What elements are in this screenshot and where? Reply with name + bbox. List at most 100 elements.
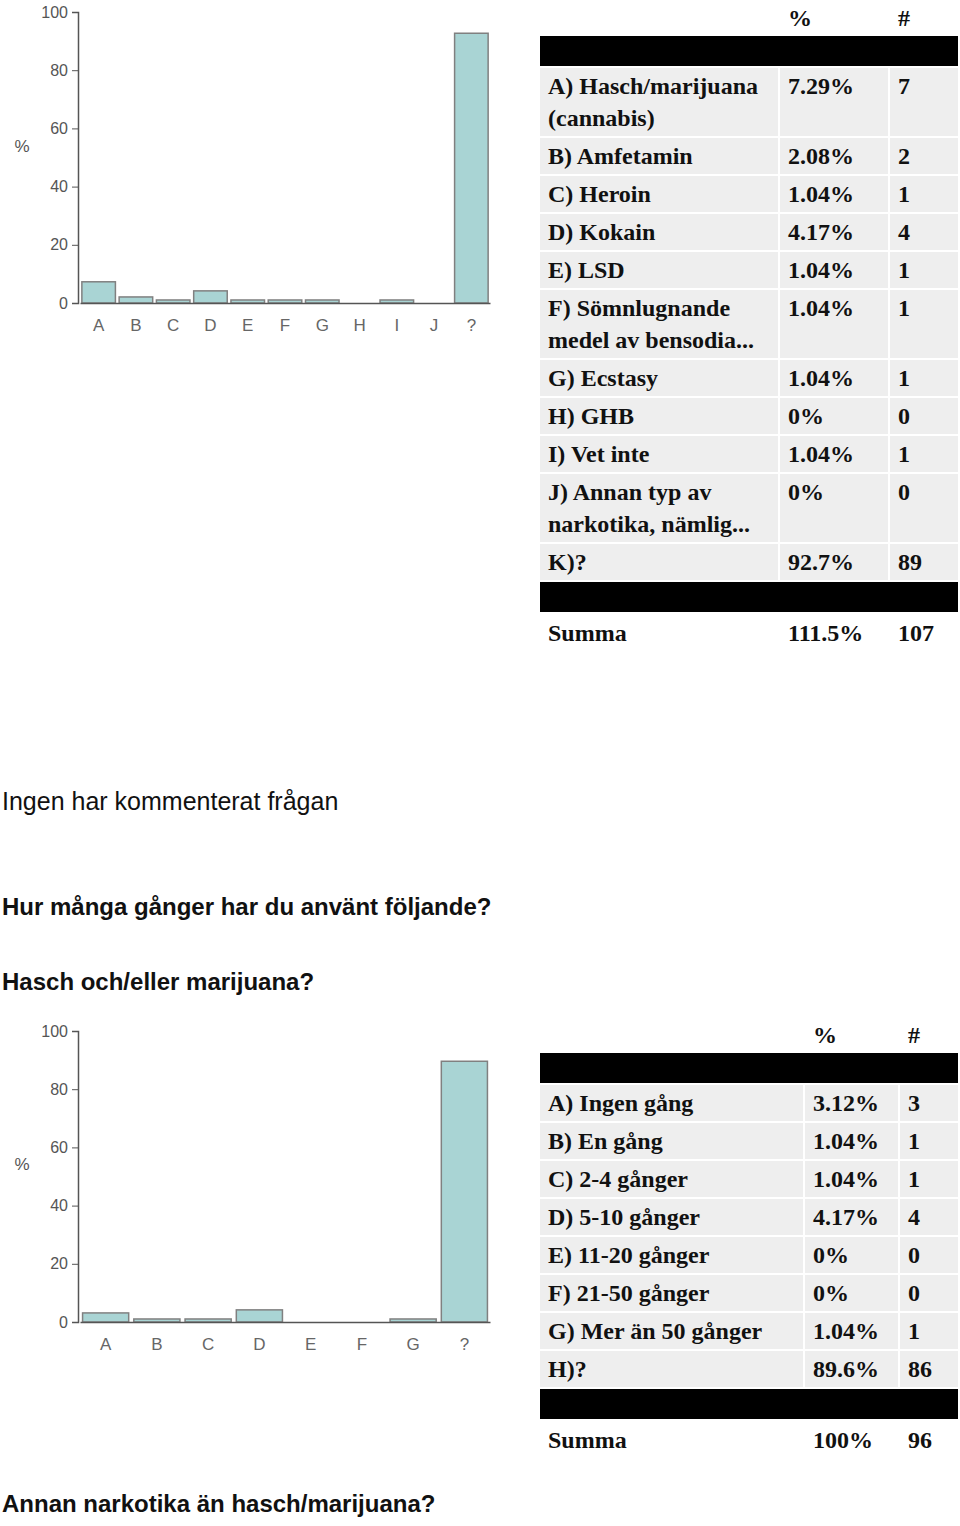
- total-cell: 111.5%: [779, 613, 889, 653]
- table-row: J) Annan typ av narkotika, nämlig...0%0: [539, 473, 959, 543]
- bar: [455, 33, 489, 303]
- table-row: B) Amfetamin2.08%2: [539, 137, 959, 175]
- table-row: E) LSD1.04%1: [539, 251, 959, 289]
- axis-line: [81, 303, 491, 305]
- bar: [134, 1319, 180, 1322]
- tick-label: B: [130, 316, 141, 335]
- tick: A: [100, 1322, 112, 1354]
- table-cell: 1: [899, 1122, 959, 1160]
- header-cell: %: [804, 1018, 899, 1052]
- tick-label: C: [167, 316, 179, 335]
- table-cell: 1.04%: [779, 251, 889, 289]
- bar-chart: 020406080100ABCDEFG?%: [0, 1015, 500, 1360]
- tick: B: [151, 1322, 162, 1354]
- table-row: A) Ingen gång3.12%3: [539, 1084, 959, 1122]
- tick-label: 80: [50, 62, 68, 79]
- header-cell: [539, 1, 779, 35]
- table-cell: 0: [889, 473, 959, 543]
- table-cell: 3.12%: [804, 1084, 899, 1122]
- tick-label: E: [305, 1335, 316, 1354]
- tick-label: G: [407, 1335, 420, 1354]
- table-cell: 1: [889, 359, 959, 397]
- table-row: F) 21-50 gånger0%0: [539, 1274, 959, 1312]
- tick-label: 0: [59, 295, 68, 312]
- table-cell: 7.29%: [779, 67, 889, 137]
- tick-label: 20: [50, 236, 68, 253]
- tick-mark: [72, 245, 78, 246]
- separator-cell: [539, 1052, 959, 1084]
- tick-label: 20: [50, 1255, 68, 1272]
- table-cell: 0: [899, 1274, 959, 1312]
- total-cell: 100%: [804, 1420, 899, 1460]
- table-cell: 0%: [779, 473, 889, 543]
- axis-title: %: [14, 137, 29, 156]
- table-cell: A) Hasch/marijuana (cannabis): [539, 67, 779, 137]
- axis-title: %: [14, 1155, 29, 1174]
- tick-mark: [72, 303, 78, 304]
- table-cell: 92.7%: [779, 543, 889, 581]
- table-row: C) 2-4 gånger1.04%1: [539, 1160, 959, 1198]
- tick: 20: [50, 236, 78, 253]
- bar: [83, 1313, 129, 1322]
- total-row: Summa100%96: [539, 1420, 959, 1460]
- separator-cell: [539, 1388, 959, 1420]
- table-cell: E) 11-20 gånger: [539, 1236, 804, 1274]
- tick-label: B: [151, 1335, 162, 1354]
- tick: 40: [50, 178, 78, 195]
- tick-mark: [72, 70, 78, 71]
- table-cell: B) Amfetamin: [539, 137, 779, 175]
- total-cell: 96: [899, 1420, 959, 1460]
- table-cell: 1: [889, 175, 959, 213]
- table-cell: C) 2-4 gånger: [539, 1160, 804, 1198]
- table-cell: F) 21-50 gånger: [539, 1274, 804, 1312]
- tick: 40: [50, 1197, 78, 1214]
- bar-chart: 020406080100ABCDEFGHIJ?%: [0, 0, 500, 345]
- tick: 60: [50, 1139, 78, 1156]
- table-row: D) Kokain4.17%4: [539, 213, 959, 251]
- axis-line: [72, 13, 79, 304]
- tick-label: 100: [41, 4, 68, 21]
- table-cell: D) Kokain: [539, 213, 779, 251]
- tick-label: F: [357, 1335, 367, 1354]
- tick-mark: [72, 1264, 78, 1265]
- table-row: G) Mer än 50 gånger1.04%1: [539, 1312, 959, 1350]
- table-cell: 89.6%: [804, 1350, 899, 1388]
- question: Annan narkotika än hasch/marijuana?: [2, 1490, 435, 1518]
- separator-cell: [539, 35, 959, 67]
- table-cell: 1.04%: [804, 1160, 899, 1198]
- header-cell: [539, 1018, 804, 1052]
- tick-label: A: [100, 1335, 112, 1354]
- table-cell: 1.04%: [779, 175, 889, 213]
- table-row: K)?92.7%89: [539, 543, 959, 581]
- tick: C: [202, 1322, 214, 1354]
- separator: [539, 1052, 959, 1084]
- tick: ?: [467, 303, 476, 335]
- tick-label: H: [353, 316, 365, 335]
- table-cell: 1: [889, 289, 959, 359]
- table-cell: G) Ecstasy: [539, 359, 779, 397]
- tick: A: [93, 303, 105, 335]
- table-cell: 86: [899, 1350, 959, 1388]
- header-row: %#: [539, 1018, 959, 1052]
- axis-line: [81, 1322, 491, 1324]
- tick-mark: [72, 1206, 78, 1207]
- tick-label: 80: [50, 1081, 68, 1098]
- tick: I: [394, 303, 399, 335]
- tick: H: [353, 303, 365, 335]
- tick-label: ?: [460, 1335, 469, 1354]
- tick-label: 60: [50, 120, 68, 137]
- table-row: B) En gång1.04%1: [539, 1122, 959, 1160]
- total-row: Summa111.5%107: [539, 613, 959, 653]
- table-row: D) 5-10 gånger4.17%4: [539, 1198, 959, 1236]
- tick: 100: [41, 4, 78, 21]
- table-cell: 4: [889, 213, 959, 251]
- x-axis: ABCDEFGHIJ?: [81, 303, 491, 335]
- table-cell: B) En gång: [539, 1122, 804, 1160]
- tick: 20: [50, 1255, 78, 1272]
- bar: [119, 297, 153, 303]
- separator-cell: [539, 581, 959, 613]
- tick: 100: [41, 1023, 78, 1040]
- total-cell: Summa: [539, 1420, 804, 1460]
- bar: [82, 282, 116, 303]
- tick-mark: [72, 1031, 78, 1032]
